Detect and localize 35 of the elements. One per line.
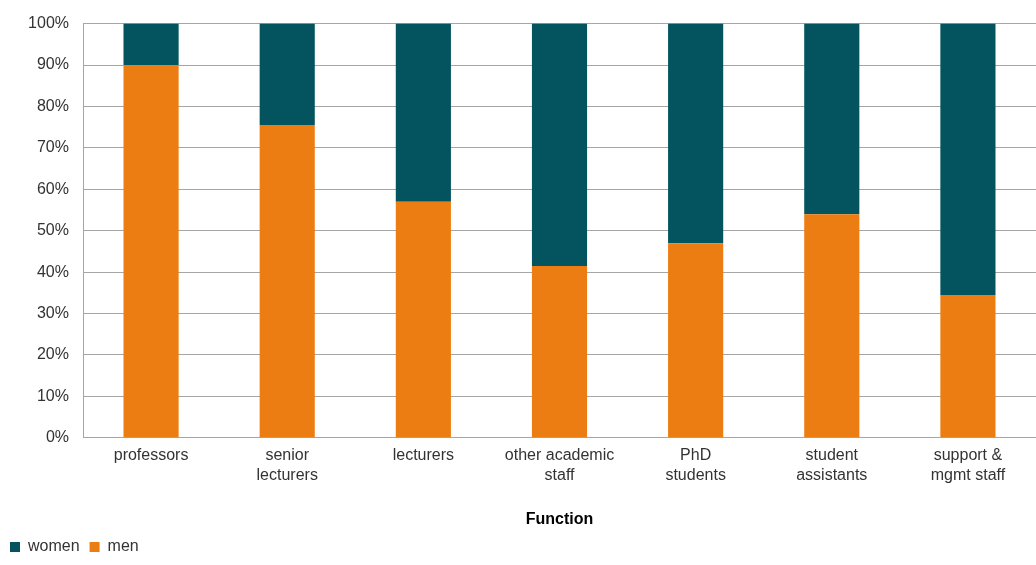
- x-tick-label: other academic staff: [504, 446, 615, 484]
- y-tick-label: 10%: [36, 386, 69, 404]
- x-axis-title: Function: [525, 509, 594, 527]
- y-tick-label: 90%: [36, 55, 69, 73]
- bar: [531, 23, 588, 266]
- y-tick-label: 70%: [36, 138, 69, 156]
- bar: [259, 125, 315, 438]
- bar: [804, 23, 860, 215]
- y-tick-label: 50%: [36, 221, 69, 239]
- bar: [940, 23, 996, 295]
- y-tick-label: 100%: [28, 14, 69, 32]
- bar: [123, 65, 179, 438]
- bar: [804, 214, 860, 438]
- x-tick-label: support & mgmt staff: [930, 446, 1006, 484]
- y-tick-label: 60%: [36, 179, 69, 197]
- y-tick-label: 80%: [36, 96, 69, 114]
- bar: [668, 23, 724, 244]
- bar: [940, 294, 996, 438]
- x-tick-label: professors: [113, 446, 189, 464]
- y-tick-label: 20%: [36, 345, 69, 363]
- bar: [123, 23, 179, 66]
- y-tick-label: 0%: [45, 428, 69, 446]
- x-tick-label: student assistants: [796, 446, 868, 484]
- x-tick-label: senior lecturers: [256, 446, 318, 484]
- x-tick-label: PhD students: [665, 446, 726, 484]
- bar: [531, 265, 588, 438]
- legend-label: men: [107, 537, 139, 555]
- y-tick-label: 40%: [36, 262, 69, 280]
- y-tick-label: 30%: [36, 303, 69, 321]
- legend-label: women: [27, 537, 80, 555]
- bar: [395, 23, 451, 202]
- x-tick-label: lecturers: [392, 446, 455, 464]
- bar: [395, 201, 451, 438]
- bar: [259, 23, 315, 126]
- bar: [668, 243, 724, 438]
